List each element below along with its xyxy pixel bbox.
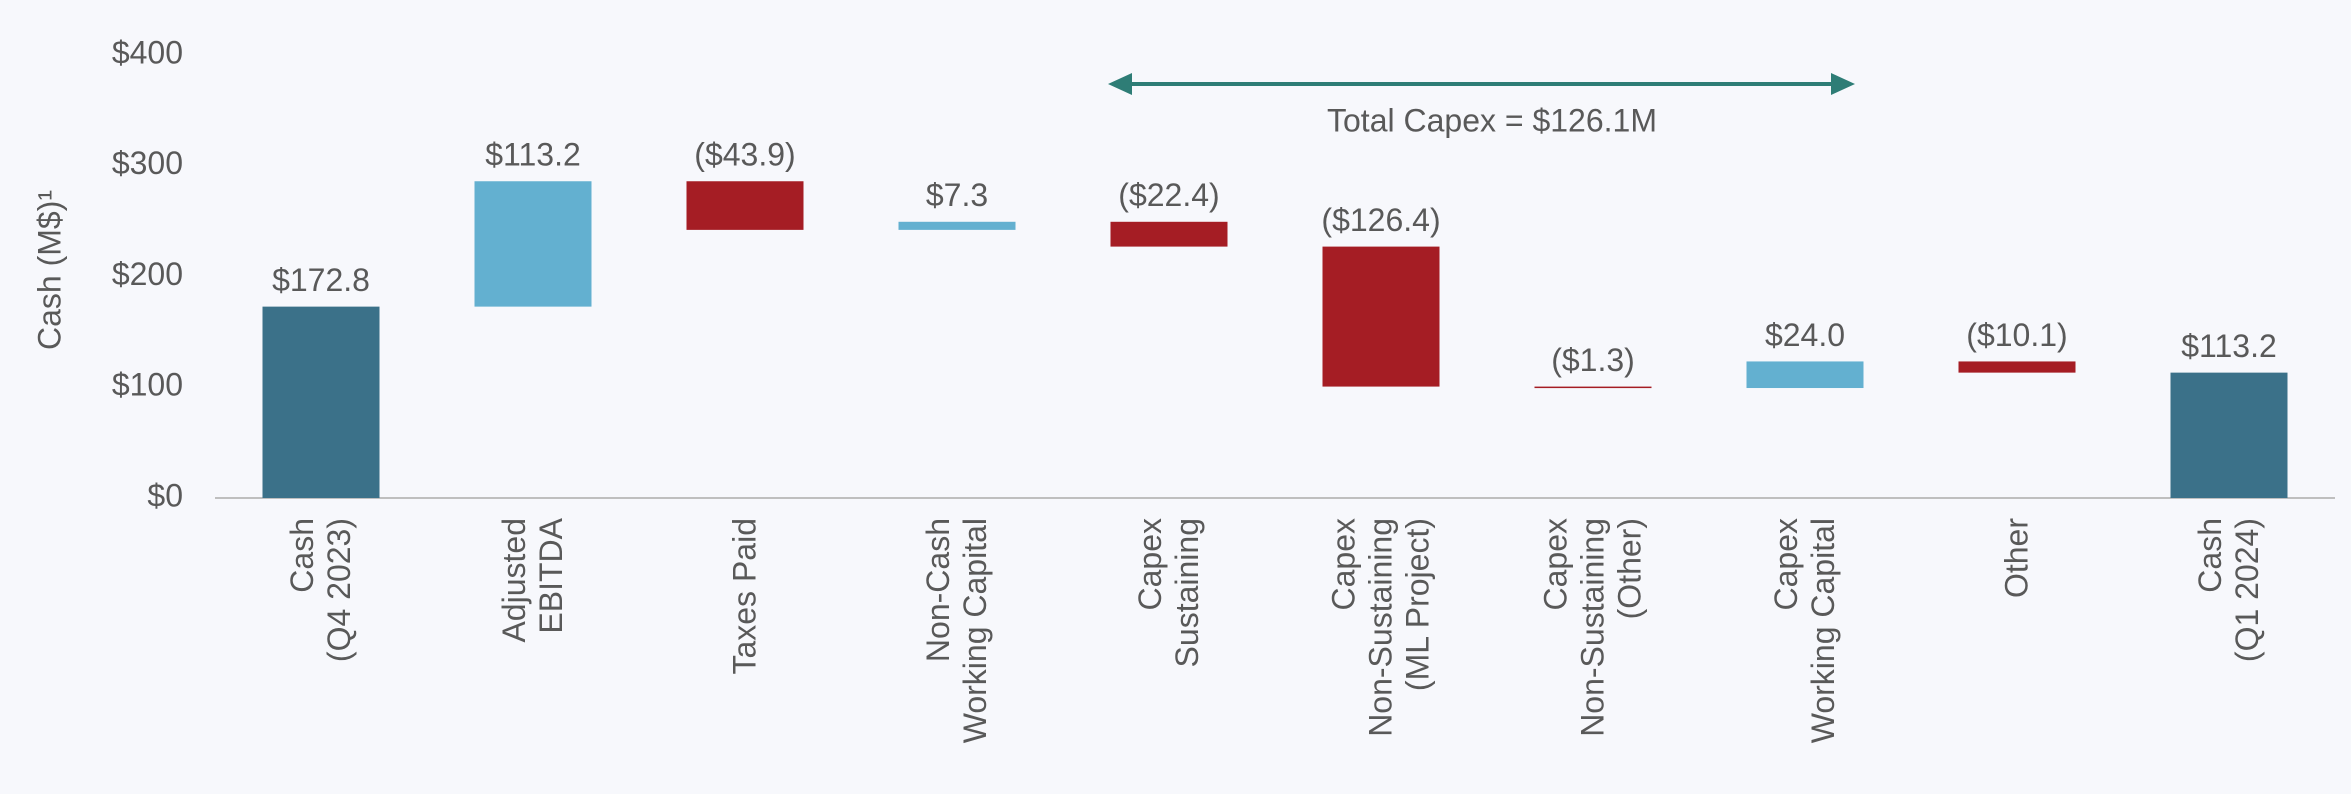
bar [2170, 372, 2288, 498]
x-tick-label: Capex Non-Sustaining (ML Project) [1325, 518, 1436, 737]
x-tick-label: Other [1998, 518, 2035, 599]
value-label: ($43.9) [694, 137, 795, 173]
value-label: ($22.4) [1118, 177, 1219, 213]
y-tick-label: $200 [112, 256, 183, 292]
value-label: ($10.1) [1966, 317, 2067, 353]
bar [686, 181, 804, 230]
x-tick-label: Taxes Paid [726, 518, 763, 675]
value-label: $7.3 [926, 177, 988, 213]
capex-arrow [1108, 73, 1855, 95]
y-tick-label: $100 [112, 367, 183, 403]
x-tick-label: Capex Non-Sustaining (Other) [1537, 518, 1648, 737]
bar [1958, 361, 2076, 373]
y-tick-label: $400 [112, 34, 183, 70]
x-tick-label: Capex Working Capital [1768, 518, 1841, 744]
x-tick-label: Non-Cash Working Capital [920, 518, 993, 744]
value-label: $24.0 [1765, 317, 1845, 353]
value-label: $172.8 [272, 262, 370, 298]
x-tick-label: Capex Sustaining [1132, 518, 1205, 668]
bar [898, 221, 1016, 230]
x-tick-label: Adjusted EBITDA [496, 518, 569, 643]
bar [1110, 221, 1228, 247]
value-label: ($126.4) [1321, 202, 1440, 238]
value-label: $113.2 [485, 137, 581, 173]
x-tick-label: Cash (Q1 2024) [2192, 518, 2265, 663]
bar [1322, 246, 1440, 387]
annotation: Total Capex = $126.1M [1327, 102, 1657, 138]
y-tick-label: $300 [112, 145, 183, 181]
bar [262, 306, 380, 498]
value-label: $113.2 [2181, 328, 2277, 364]
y-tick-label: $0 [147, 477, 183, 513]
x-tick-label: Cash (Q4 2023) [284, 518, 357, 663]
bar [1746, 361, 1864, 389]
bar [474, 181, 592, 307]
value-label: ($1.3) [1551, 342, 1635, 378]
bar [1534, 386, 1652, 389]
y-axis-label: Cash (M$)¹ [31, 190, 67, 350]
